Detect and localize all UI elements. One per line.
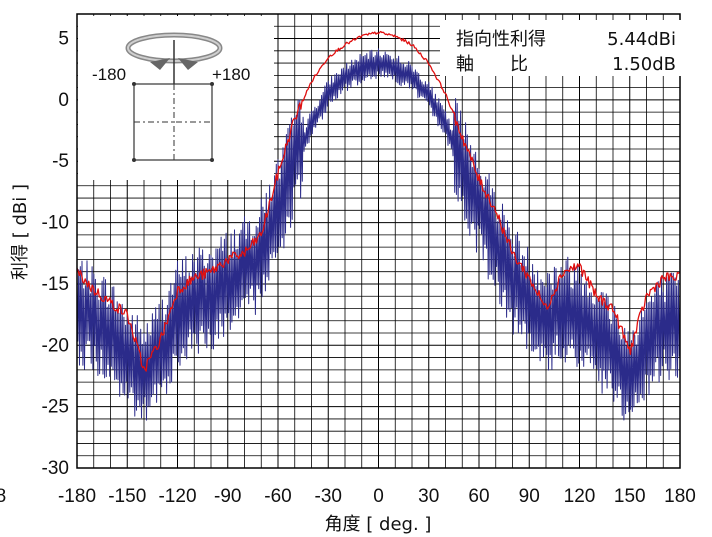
x-tick-label: 0: [373, 486, 384, 507]
y-tick-label: -25: [42, 397, 69, 418]
x-tick-label: 90: [519, 486, 540, 507]
corner-dot: [210, 82, 214, 86]
series-line-red: [76, 30, 681, 372]
x-tick-label: 30: [418, 486, 439, 507]
x-tick-label: -90: [214, 486, 241, 507]
y-tick-label: 5: [58, 29, 69, 50]
y-tick-label: -10: [42, 213, 69, 234]
y-tick-label: -5: [52, 151, 69, 172]
y-tick-label: -15: [42, 274, 69, 295]
inset-left-label: -180: [92, 65, 126, 84]
rotation-arrow-left-icon: [150, 58, 170, 70]
directivity-label: 指向性利得: [456, 29, 546, 50]
corner-dot: [210, 158, 214, 162]
x-tick-label: 60: [468, 486, 489, 507]
x-tick-label: -150: [108, 486, 146, 507]
y-tick-label: -30: [42, 458, 69, 479]
info-box: 指向性利得 5.44dBi 軸 比 1.50dB: [440, 20, 684, 76]
series-line-blue: [76, 48, 681, 421]
inset-diagram: -180 +180: [78, 16, 274, 180]
plot-frame: [76, 13, 681, 469]
corner-dot: [132, 158, 136, 162]
x-tick-label: -180: [58, 486, 96, 507]
axial-ratio-label: 軸 比: [456, 54, 528, 75]
x-tick-label: -30: [315, 486, 342, 507]
x-tick-label: 180: [664, 486, 696, 507]
x-tick-label: -60: [264, 486, 291, 507]
x-tick-label: 150: [614, 486, 646, 507]
x-axis-label: 角度 [ deg. ]: [325, 514, 432, 535]
corner-dot: [132, 82, 136, 86]
inset-right-label: +180: [212, 65, 250, 84]
axial-ratio-value: 1.50dB: [612, 54, 676, 75]
x-tick-label: -120: [158, 486, 196, 507]
inset-bg: [78, 16, 274, 180]
info-box-bg: [440, 20, 684, 76]
y-tick-label: -20: [42, 335, 69, 356]
cropped-x-tick-label: 78: [0, 486, 6, 507]
y-tick-labels: 5 0 -5 -10 -15 -20 -25 -30: [42, 29, 69, 479]
directivity-value: 5.44dBi: [607, 29, 676, 50]
x-tick-labels: -180 -150 -120 -90 -60 -30 0 30 60 90 120 150 180: [58, 486, 696, 507]
y-axis-label: 利得 [ dBi ]: [10, 184, 31, 280]
y-tick-label: 0: [58, 90, 69, 111]
x-tick-label: 120: [564, 486, 596, 507]
series-group: [76, 30, 681, 421]
rotation-arrow-right-icon: [178, 58, 198, 70]
